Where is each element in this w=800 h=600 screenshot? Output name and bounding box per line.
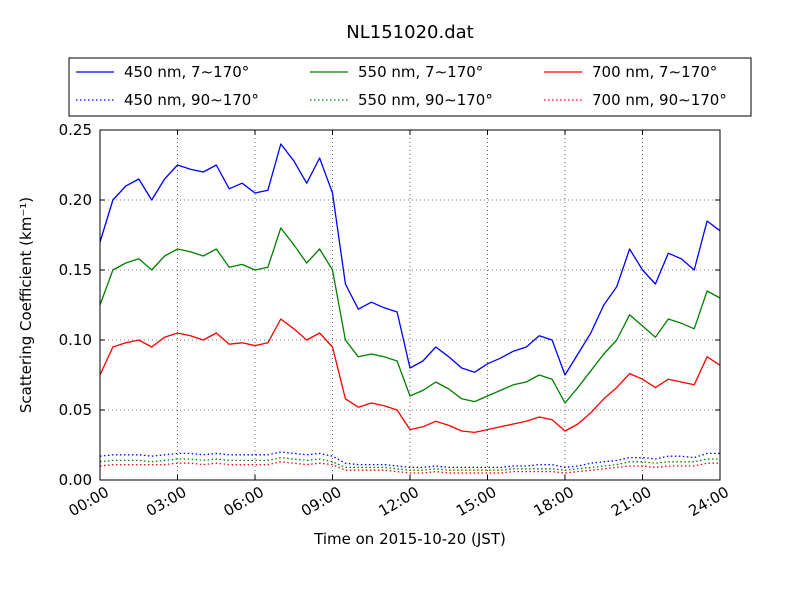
series-line <box>99 143 721 376</box>
series-line <box>99 318 721 434</box>
y-tick-label: 0.15 <box>59 261 92 279</box>
legend-box <box>68 57 752 117</box>
legend-label: 700 nm, 90∼170° <box>592 91 727 109</box>
legend: 450 nm, 7∼170° 550 nm, 7∼170° 700 nm, 7∼17… <box>68 57 752 117</box>
legend-label: 700 nm, 7∼170° <box>592 63 717 81</box>
y-tick-label: 0.20 <box>59 191 92 209</box>
legend-label: 450 nm, 90∼170° <box>124 91 259 109</box>
y-tick-label: 0.10 <box>59 331 92 349</box>
y-axis-label: Scattering Coefficient (km⁻¹) <box>17 197 35 413</box>
legend-label: 450 nm, 7∼170° <box>124 63 249 81</box>
series-layer <box>99 143 721 474</box>
series-line <box>99 227 721 404</box>
series-line <box>99 456 720 471</box>
series-line <box>99 461 720 474</box>
chart-title: NL151020.dat <box>346 22 473 43</box>
x-axis-label: Time on 2015-10-20 (JST) <box>313 530 506 548</box>
series-line <box>99 451 720 469</box>
legend-label: 550 nm, 90∼170° <box>358 91 493 109</box>
legend-label: 550 nm, 7∼170° <box>358 63 483 81</box>
y-tick-label: 0.05 <box>59 401 92 419</box>
y-tick-label: 0.00 <box>59 471 92 489</box>
y-tick-label: 0.25 <box>59 121 92 139</box>
